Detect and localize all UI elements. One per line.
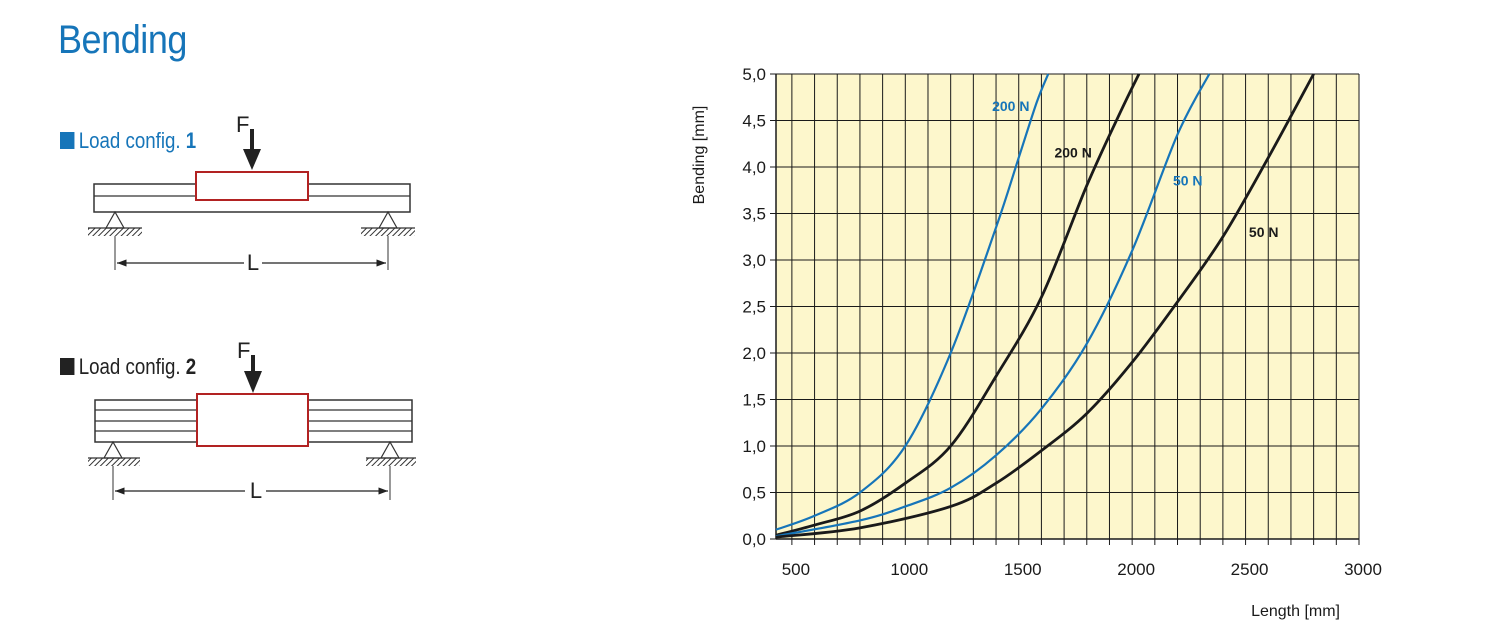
config-2-number: 2: [185, 354, 197, 379]
config-2-color-square: [60, 358, 75, 375]
y-tick-label: 0,5: [742, 484, 766, 503]
load-config-2-label: Load config. 2: [60, 354, 196, 380]
y-axis-label: Bending [mm]: [691, 106, 708, 205]
curve-50n-config-2: [775, 73, 1315, 539]
span-label-1: L: [247, 250, 259, 275]
y-tick-label: 4,5: [742, 112, 766, 131]
y-tick-label: 2,5: [742, 298, 766, 317]
x-tick-label: 1500: [1004, 560, 1042, 579]
axes: [770, 73, 1360, 545]
config-1-number: 1: [185, 128, 197, 153]
config-1-text: Load config.: [78, 128, 186, 153]
curves: [775, 73, 1315, 539]
y-tick-label: 0,0: [742, 530, 766, 549]
beam-config-1: F L: [88, 112, 415, 275]
page-title: Bending: [58, 18, 187, 62]
force-label-2: F: [237, 338, 250, 363]
beam-config-2: F L: [88, 338, 416, 503]
y-tick-label: 1,0: [742, 437, 766, 456]
y-tick-label: 3,5: [742, 205, 766, 224]
y-tick-label: 3,0: [742, 251, 766, 270]
curve-labels: 200 N 200 N 50 N 50 N: [992, 98, 1278, 240]
x-tick-label: 3000: [1344, 560, 1382, 579]
curve-label: 50 N: [1173, 173, 1203, 189]
x-tick-label: 2000: [1117, 560, 1155, 579]
curve-label: 200 N: [1054, 145, 1091, 161]
curve-200n-config-2: [775, 73, 1141, 537]
span-label-2: L: [250, 478, 262, 503]
force-arrowhead-1: [243, 149, 261, 170]
x-axis-label: Length [mm]: [1251, 603, 1340, 620]
curve-50n-config-1: [775, 73, 1211, 538]
curve-200n-config-1: [775, 73, 1050, 531]
grid-lines: [776, 73, 1360, 539]
carriage-2: [196, 393, 309, 447]
curve-label: 200 N: [992, 98, 1029, 114]
x-tick-label: 500: [782, 560, 810, 579]
y-tick-label: 2,0: [742, 344, 766, 363]
force-label-1: F: [236, 112, 249, 137]
tick-labels: 0,0 0,5 1,0 1,5 2,0 2,5 3,0 3,5 4,0 4,5 5,0 500 1000…: [742, 65, 1382, 579]
y-tick-label: 5,0: [742, 65, 766, 84]
x-tick-label: 1000: [890, 560, 928, 579]
config-1-color-square: [60, 132, 75, 149]
load-config-1-label: Load config. 1: [60, 128, 196, 154]
x-tick-label: 2500: [1231, 560, 1269, 579]
y-tick-label: 1,5: [742, 391, 766, 410]
curve-label: 50 N: [1249, 224, 1279, 240]
force-arrowhead-2: [244, 371, 262, 393]
carriage-1: [195, 171, 309, 201]
y-tick-label: 4,0: [742, 158, 766, 177]
config-2-text: Load config.: [78, 354, 186, 379]
